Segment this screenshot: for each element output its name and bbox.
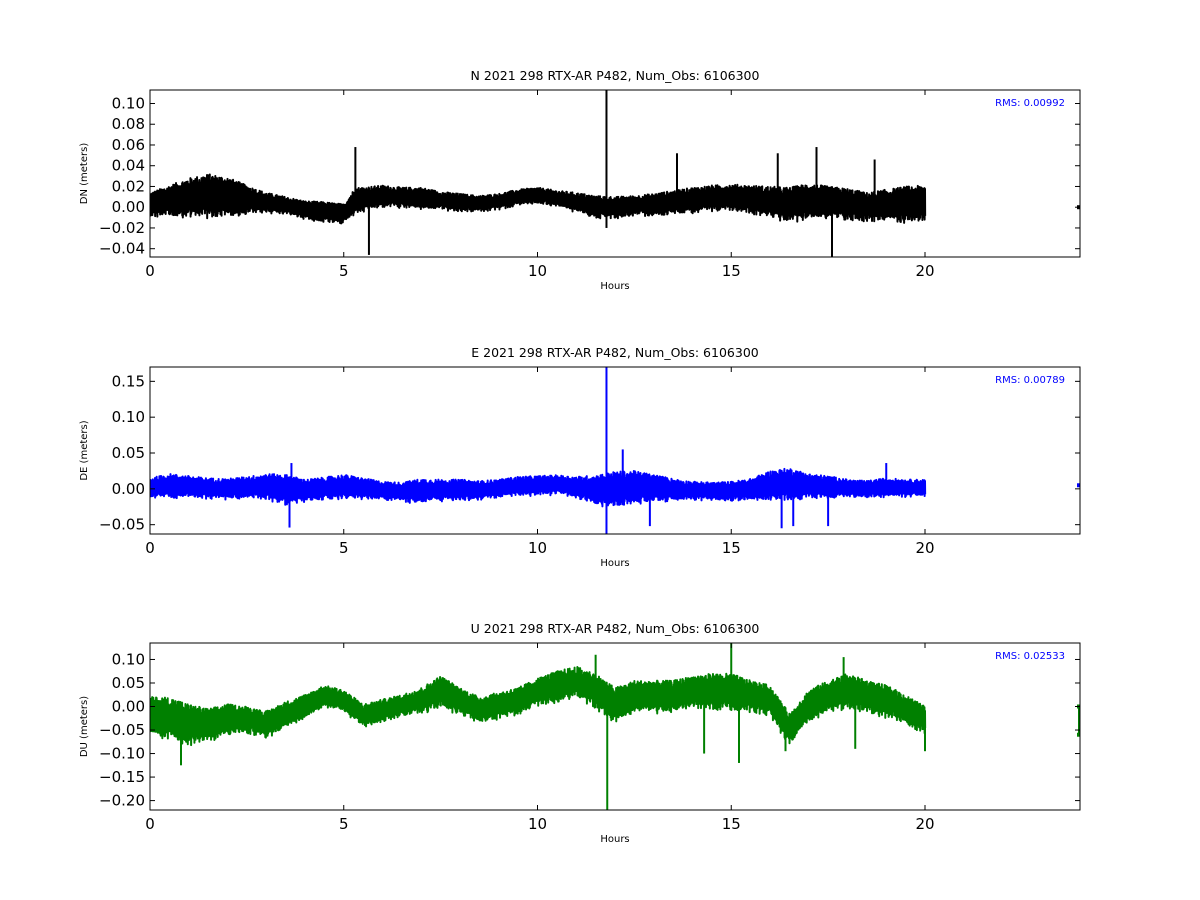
north-x-tick-label: 0 <box>145 262 155 280</box>
up-plot-area <box>150 643 1080 810</box>
north-y-tick-label: 0.00 <box>112 198 145 216</box>
north-panel: N 2021 298 RTX-AR P482, Num_Obs: 6106300… <box>79 68 1081 292</box>
east-y-tick-label: −0.05 <box>99 516 145 534</box>
up-x-tick-label: 0 <box>145 815 155 833</box>
east-y-tick-label: 0.00 <box>112 480 145 498</box>
north-y-tick-label: 0.06 <box>112 136 145 154</box>
north-y-tick-label: −0.02 <box>99 219 145 237</box>
up-x-tick-label: 5 <box>339 815 349 833</box>
east-x-tick-label: 10 <box>528 539 547 557</box>
east-x-tick-label: 20 <box>915 539 934 557</box>
north-y-tick-label: 0.02 <box>112 177 145 195</box>
up-y-tick-label: 0.10 <box>112 650 145 668</box>
north-x-axis-label: Hours <box>600 281 629 292</box>
east-axes-frame <box>149 366 1081 535</box>
north-plot-area <box>150 90 1080 257</box>
up-y-tick-label: 0.05 <box>112 674 145 692</box>
north-y-tick-label: −0.04 <box>99 240 145 258</box>
east-x-axis-label: Hours <box>600 558 629 569</box>
east-x-tick-label: 5 <box>339 539 349 557</box>
east-y-tick-label: 0.15 <box>112 372 145 390</box>
north-x-tick-label: 10 <box>528 262 547 280</box>
east-panel: E 2021 298 RTX-AR P482, Num_Obs: 6106300… <box>79 345 1081 569</box>
north-x-tick-label: 15 <box>722 262 741 280</box>
east-plot-area <box>150 367 1080 534</box>
east-y-axis-label: DE (meters) <box>79 420 90 480</box>
east-y-tick-label: 0.05 <box>112 444 145 462</box>
up-y-tick-label: −0.20 <box>99 792 145 810</box>
north-axes-frame <box>149 89 1081 258</box>
up-x-tick-label: 20 <box>915 815 934 833</box>
north-x-tick-label: 20 <box>915 262 934 280</box>
up-x-tick-label: 10 <box>528 815 547 833</box>
up-y-tick-label: −0.10 <box>99 745 145 763</box>
north-x-tick-label: 5 <box>339 262 349 280</box>
east-x-tick-label: 0 <box>145 539 155 557</box>
up-rms-annotation: RMS: 0.02533 <box>995 651 1065 662</box>
east-chart-title: E 2021 298 RTX-AR P482, Num_Obs: 6106300 <box>471 345 759 360</box>
up-chart-title: U 2021 298 RTX-AR P482, Num_Obs: 6106300 <box>471 621 760 636</box>
north-y-axis-label: DN (meters) <box>79 143 90 205</box>
east-rms-annotation: RMS: 0.00789 <box>995 375 1065 386</box>
up-x-axis-label: Hours <box>600 834 629 845</box>
up-axes-frame <box>149 642 1081 811</box>
north-y-tick-label: 0.10 <box>112 94 145 112</box>
north-chart-title: N 2021 298 RTX-AR P482, Num_Obs: 6106300 <box>471 68 760 83</box>
east-x-tick-label: 15 <box>722 539 741 557</box>
north-y-tick-label: 0.04 <box>112 157 145 175</box>
north-series-line <box>150 173 927 225</box>
up-y-tick-label: −0.15 <box>99 768 145 786</box>
up-x-tick-label: 15 <box>722 815 741 833</box>
up-y-axis-label: DU (meters) <box>79 696 90 757</box>
up-panel: U 2021 298 RTX-AR P482, Num_Obs: 6106300… <box>79 621 1081 845</box>
east-series-line <box>150 467 927 508</box>
up-y-tick-label: −0.05 <box>99 721 145 739</box>
north-rms-annotation: RMS: 0.00992 <box>995 98 1065 109</box>
up-series-line <box>150 666 927 747</box>
north-y-tick-label: 0.08 <box>112 115 145 133</box>
up-y-tick-label: 0.00 <box>112 698 145 716</box>
east-y-tick-label: 0.10 <box>112 408 145 426</box>
